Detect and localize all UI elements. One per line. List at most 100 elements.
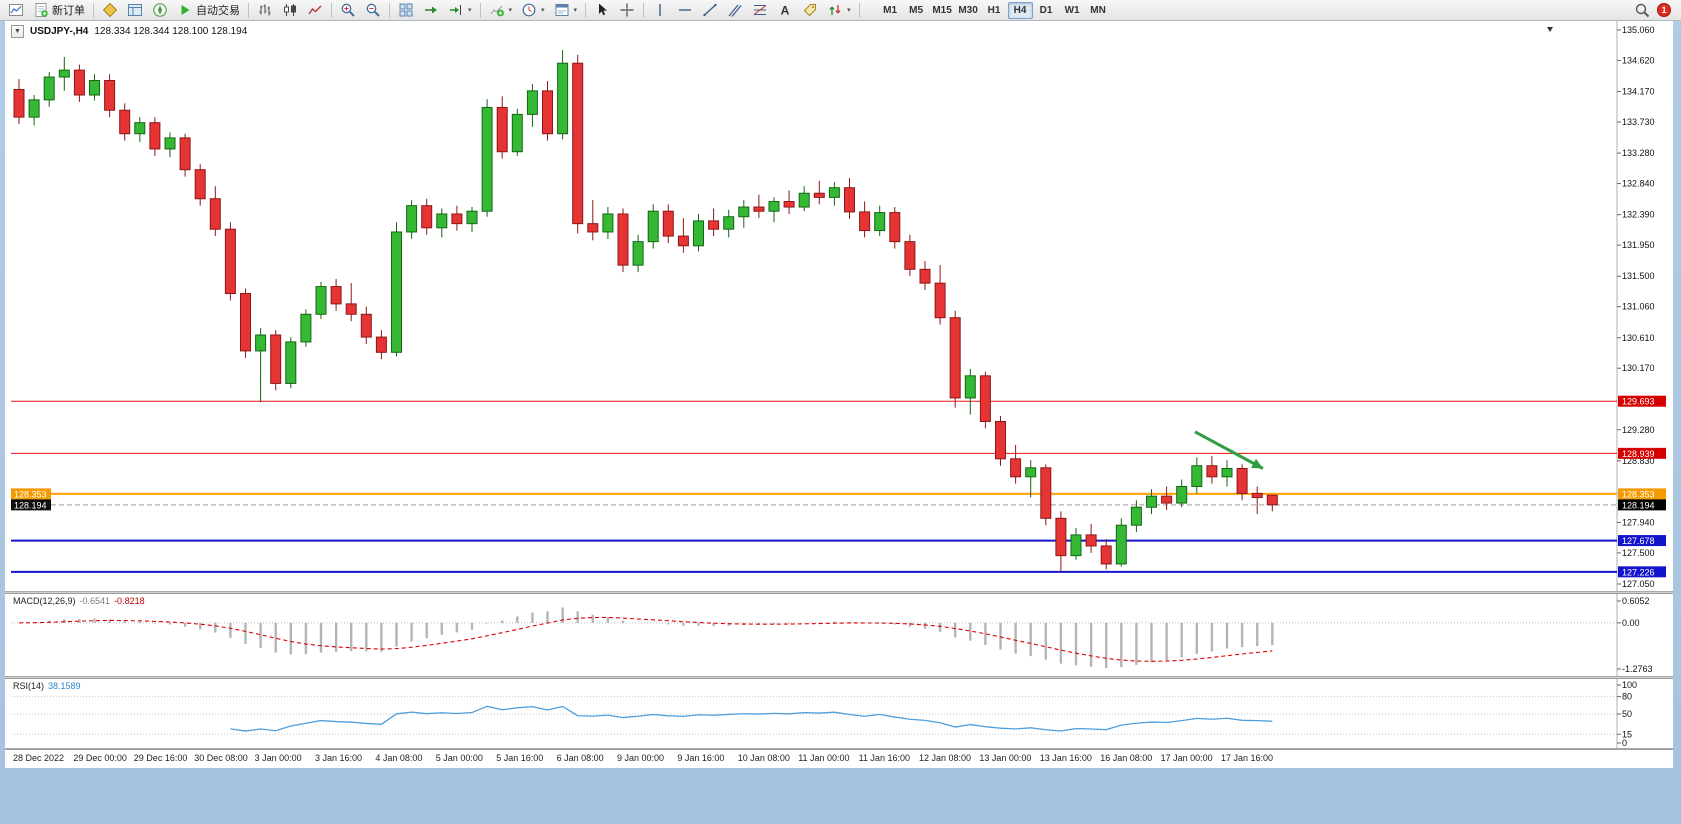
timeframe-M5[interactable]: M5 xyxy=(909,4,924,16)
time-axis-label: 29 Dec 00:00 xyxy=(73,753,127,763)
price-line-label: 128.939 xyxy=(1618,447,1666,459)
search-button[interactable] xyxy=(1630,1,1654,20)
candlestick xyxy=(1221,460,1233,487)
candlestick xyxy=(738,200,750,228)
dropdown-caret: ▾ xyxy=(847,7,851,14)
horizontal-line-button[interactable] xyxy=(673,1,697,20)
chart-ohlc-readout: 128.334 128.344 128.100 128.194 xyxy=(94,26,248,37)
notification-badge[interactable]: 1 xyxy=(1657,3,1671,17)
svg-text:128.194: 128.194 xyxy=(1622,500,1655,510)
panel-splitter[interactable] xyxy=(5,591,1673,594)
tile-windows-button[interactable] xyxy=(394,1,418,20)
indicators-button[interactable]: ▾ xyxy=(485,1,517,20)
arrows-button[interactable]: ▾ xyxy=(823,1,855,20)
candlestick xyxy=(73,64,85,102)
price-axis-tick: 132.390 xyxy=(1622,210,1655,220)
timeframe-M15[interactable]: M15 xyxy=(932,4,952,16)
timeframe-M30[interactable]: M30 xyxy=(958,4,978,16)
cursor-icon xyxy=(599,3,608,16)
cursor-button[interactable] xyxy=(590,1,614,20)
trendline-button[interactable] xyxy=(698,1,722,20)
timeframe-M1[interactable]: M1 xyxy=(883,4,898,16)
rsi-axis-tick: 100 xyxy=(1622,680,1637,690)
candlestick xyxy=(889,207,901,249)
timeframe-bar: M1 M5 M15 M30 H1 H4 D1 W1 MN xyxy=(878,1,1111,19)
candlestick xyxy=(753,194,765,219)
candlestick xyxy=(13,79,25,125)
chart-menu-icon[interactable]: ▼ xyxy=(11,25,24,38)
macd-axis-tick: -1.2763 xyxy=(1622,664,1653,674)
dropdown-caret: ▾ xyxy=(468,7,472,14)
new-chart-button[interactable] xyxy=(4,1,28,20)
candlestick xyxy=(436,208,448,238)
line-chart-button[interactable] xyxy=(303,1,327,20)
candlestick xyxy=(360,306,372,345)
candlestick xyxy=(209,186,221,237)
candlestick xyxy=(1161,486,1173,510)
candlestick xyxy=(451,205,463,231)
timeframe-H1[interactable]: H1 xyxy=(987,4,1001,16)
crosshair-button[interactable] xyxy=(615,1,639,20)
rsi-chart[interactable]: 100 80 50 150 xyxy=(5,679,1673,748)
time-axis[interactable]: 28 Dec 2022 29 Dec 00:00 29 Dec 16:00 30 De… xyxy=(5,750,1673,768)
timeframe-H4[interactable]: H4 xyxy=(1007,1,1033,19)
chart-shift-button[interactable]: ▾ xyxy=(444,1,476,20)
macd-panel: 0.6052 0.00 -1.2763 MACD(12,26,9) -0.6541 -0… xyxy=(5,594,1673,676)
panel-splitter[interactable] xyxy=(5,676,1673,679)
templates-button[interactable]: ▾ xyxy=(550,1,582,20)
panel-splitter[interactable] xyxy=(5,748,1673,750)
candlestick xyxy=(255,328,267,403)
price-axis-tick: 134.170 xyxy=(1622,87,1655,97)
candlestick xyxy=(632,234,644,273)
bar-chart-button[interactable] xyxy=(253,1,277,20)
autotrading-button[interactable]: 自动交易 xyxy=(173,1,244,20)
time-axis-label: 5 Jan 00:00 xyxy=(435,753,483,763)
candlestick xyxy=(330,278,342,311)
zoom-in-button[interactable] xyxy=(336,1,360,20)
svg-text:129.693: 129.693 xyxy=(1622,397,1655,407)
fibonacci-button[interactable] xyxy=(748,1,772,20)
timeframe-MN[interactable]: MN xyxy=(1090,4,1106,16)
candlestick xyxy=(979,371,991,429)
macd-chart[interactable]: 0.6052 0.00 -1.2763 xyxy=(5,594,1673,676)
channel-button[interactable] xyxy=(723,1,747,20)
time-axis-label: 3 Jan 16:00 xyxy=(315,753,363,763)
macd-label: MACD(12,26,9) -0.6541 -0.8218 xyxy=(13,596,145,606)
candlestick-chart-button[interactable] xyxy=(278,1,302,20)
price-axis-tick: 130.170 xyxy=(1622,363,1655,373)
trend-arrow[interactable] xyxy=(1194,430,1264,470)
price-axis-tick: 129.280 xyxy=(1622,425,1655,435)
timeframe-D1[interactable]: D1 xyxy=(1039,4,1053,16)
periods-button[interactable]: ▾ xyxy=(517,1,549,20)
timeframe-W1[interactable]: W1 xyxy=(1064,4,1080,16)
navigator-icon xyxy=(153,3,167,17)
data-window-button[interactable] xyxy=(123,1,147,20)
price-axis-tick: 127.050 xyxy=(1622,579,1655,589)
new-order-label: 新订单 xyxy=(52,5,85,17)
candlestick xyxy=(119,103,131,141)
text-label-icon xyxy=(803,4,817,17)
text-button[interactable]: A xyxy=(773,1,797,20)
new-order-button[interactable]: 新订单 xyxy=(29,1,89,20)
price-chart[interactable]: 135.060 134.620 134.170 133.730 133.280 132.8… xyxy=(5,21,1673,591)
candlestick xyxy=(677,218,689,253)
candlestick xyxy=(1100,539,1112,570)
rsi-name: RSI(14) xyxy=(13,681,45,691)
vertical-line-button[interactable] xyxy=(648,1,672,20)
market-watch-button[interactable] xyxy=(98,1,122,20)
candlestick xyxy=(1055,511,1067,572)
candlestick xyxy=(43,72,55,107)
candlestick xyxy=(345,283,357,322)
zoom-out-button[interactable] xyxy=(361,1,385,20)
text-label-button[interactable] xyxy=(798,1,822,20)
auto-scroll-button[interactable] xyxy=(419,1,443,20)
price-axis-tick: 127.500 xyxy=(1622,548,1655,558)
price-axis-tick: 132.840 xyxy=(1622,179,1655,189)
candlestick xyxy=(783,190,795,214)
new-order-icon xyxy=(35,3,48,17)
price-axis-tick: 128.830 xyxy=(1622,456,1655,466)
rsi-label: RSI(14) 38.1589 xyxy=(13,681,81,691)
candlestick xyxy=(662,204,674,244)
candlestick xyxy=(285,337,297,389)
navigator-button[interactable] xyxy=(148,1,172,20)
